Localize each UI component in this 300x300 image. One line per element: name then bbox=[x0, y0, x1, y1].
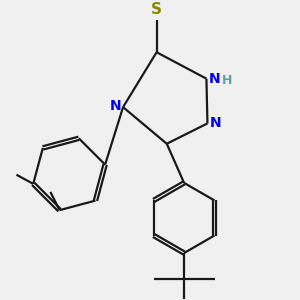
Text: H: H bbox=[222, 74, 233, 87]
Text: N: N bbox=[210, 116, 221, 130]
Text: S: S bbox=[151, 2, 162, 17]
Text: N: N bbox=[109, 99, 121, 112]
Text: N: N bbox=[208, 72, 220, 86]
